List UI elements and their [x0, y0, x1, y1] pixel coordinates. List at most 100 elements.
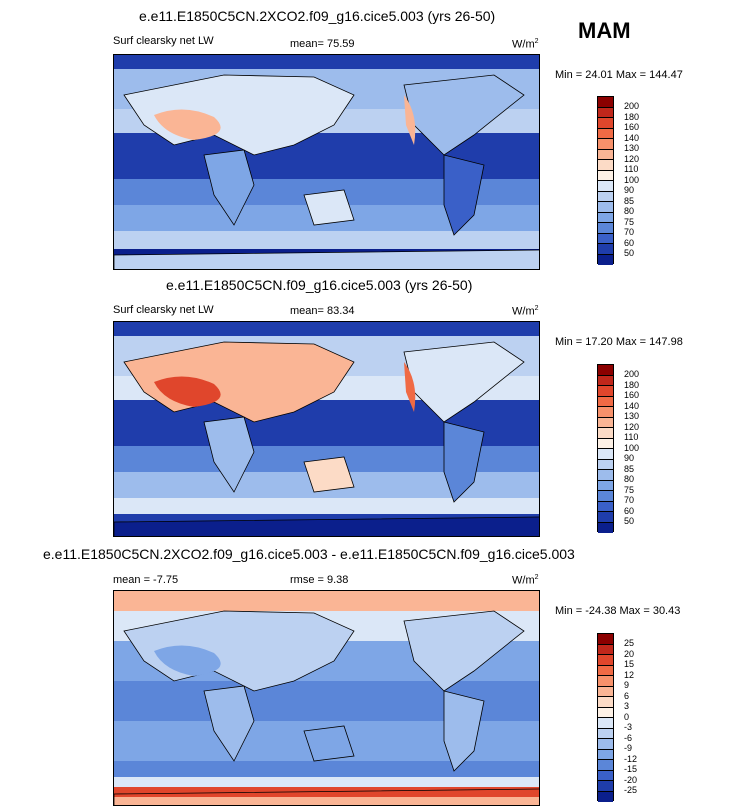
colorbar-tick-label: 200	[624, 101, 640, 111]
colorbar-swatch	[598, 428, 613, 439]
colorbar-swatch	[598, 202, 613, 213]
colorbar-tick-label: 60	[624, 505, 635, 516]
colorbar-swatch	[598, 760, 613, 771]
panel-2-map	[113, 321, 540, 537]
panel-3-map	[113, 590, 540, 806]
colorbar-tick-label: 90	[624, 453, 635, 463]
colorbar-tick-label: 0	[624, 711, 630, 722]
colorbar-swatch	[598, 223, 613, 234]
panel-1-mean-label: mean= 75.59	[290, 38, 355, 50]
colorbar-swatch	[598, 718, 613, 729]
panel-1-minmax: Min = 24.01 Max = 144.47	[555, 69, 683, 81]
colorbar-swatch	[598, 655, 613, 666]
colorbar-swatch	[598, 644, 613, 655]
colorbar-tick-label: 80	[624, 206, 635, 216]
colorbar-tick-label: 75	[624, 484, 635, 495]
colorbar-tick-label: 160	[624, 122, 640, 132]
colorbar-swatch	[598, 739, 613, 750]
colorbar-swatch	[598, 107, 613, 118]
season-label: MAM	[578, 18, 631, 43]
colorbar-tick-label: 70	[624, 495, 635, 505]
colorbar-tick-label: 85	[624, 463, 635, 474]
panel-2-minmax: Min = 17.20 Max = 147.98	[555, 336, 683, 348]
panel-3-mean-label: mean = -7.75	[113, 574, 179, 586]
colorbar-swatch	[598, 749, 613, 760]
colorbar-swatch	[598, 254, 613, 265]
colorbar-tick-label: -15	[624, 764, 638, 774]
colorbar-swatch	[598, 212, 613, 223]
panel-1-colorbar	[597, 96, 614, 265]
panel-3-rmse-label: rmse = 9.38	[290, 574, 349, 586]
colorbar-swatch	[598, 676, 613, 687]
colorbar-swatch	[598, 181, 613, 192]
colorbar-tick-label: -9	[624, 743, 633, 753]
panel-1-map	[113, 54, 540, 270]
colorbar-tick-label: 140	[624, 132, 640, 143]
colorbar-tick-label: 3	[624, 701, 630, 711]
colorbar-tick-label: -6	[624, 732, 633, 743]
colorbar-swatch	[598, 665, 613, 676]
colorbar-tick-label: 120	[624, 421, 640, 432]
colorbar-swatch	[598, 417, 613, 428]
colorbar-swatch	[598, 128, 613, 139]
colorbar-swatch	[598, 634, 613, 645]
colorbar-swatch	[598, 139, 613, 150]
colorbar-swatch	[598, 396, 613, 407]
panel-1-title: e.e11.E1850C5CN.2XCO2.f09_g16.cice5.003 …	[139, 8, 496, 24]
colorbar-tick-label: -12	[624, 753, 638, 764]
colorbar-swatch	[598, 233, 613, 244]
colorbar-tick-label: 75	[624, 216, 635, 227]
panel-3-colorbar	[597, 633, 614, 802]
colorbar-tick-label: -25	[624, 785, 638, 795]
panel-2-variable-label: Surf clearsky net LW	[113, 304, 214, 316]
colorbar-tick-label: 50	[624, 248, 635, 258]
colorbar-swatch	[598, 118, 613, 129]
colorbar-swatch	[598, 686, 613, 697]
colorbar-swatch	[598, 470, 613, 481]
colorbar-tick-label: 85	[624, 195, 635, 206]
colorbar-swatch	[598, 791, 613, 802]
colorbar-tick-label: 100	[624, 174, 640, 185]
panel-1-variable-label: Surf clearsky net LW	[113, 35, 214, 47]
colorbar-swatch	[598, 407, 613, 418]
colorbar-swatch	[598, 480, 613, 491]
colorbar-tick-label: -20	[624, 774, 638, 785]
colorbar-tick-label: 9	[624, 680, 630, 690]
colorbar-swatch	[598, 386, 613, 397]
colorbar-tick-label: 130	[624, 411, 640, 421]
colorbar-swatch	[598, 512, 613, 523]
colorbar-tick-label: 20	[624, 648, 635, 659]
colorbar-tick-label: 60	[624, 237, 635, 248]
colorbar-tick-label: 90	[624, 185, 635, 195]
panel-2-colorbar	[597, 364, 614, 533]
colorbar-tick-label: 100	[624, 442, 640, 453]
colorbar-swatch	[598, 501, 613, 512]
colorbar-tick-label: 120	[624, 153, 640, 164]
colorbar-tick-label: 50	[624, 516, 635, 526]
colorbar-swatch	[598, 459, 613, 470]
colorbar-swatch	[598, 365, 613, 376]
colorbar-tick-label: 110	[624, 164, 639, 174]
colorbar-tick-label: 15	[624, 659, 635, 669]
colorbar-tick-label: 140	[624, 400, 640, 411]
colorbar-swatch	[598, 781, 613, 792]
colorbar-tick-label: 130	[624, 143, 640, 153]
colorbar-tick-label: -3	[624, 722, 633, 732]
colorbar-swatch	[598, 149, 613, 160]
panel-3-title: e.e11.E1850C5CN.2XCO2.f09_g16.cice5.003 …	[43, 546, 575, 562]
colorbar-swatch	[598, 438, 613, 449]
colorbar-swatch	[598, 375, 613, 386]
panel-2-units: W/m2	[512, 305, 539, 318]
colorbar-tick-label: 110	[624, 432, 639, 442]
colorbar-swatch	[598, 449, 613, 460]
colorbar-swatch	[598, 97, 613, 108]
panel-1-units: W/m2	[512, 38, 539, 51]
colorbar-swatch	[598, 522, 613, 533]
colorbar-swatch	[598, 697, 613, 708]
panel-2-mean-label: mean= 83.34	[290, 305, 355, 317]
colorbar-tick-label: 180	[624, 111, 640, 122]
colorbar-swatch	[598, 491, 613, 502]
colorbar-swatch	[598, 170, 613, 181]
colorbar-tick-label: 180	[624, 379, 640, 390]
colorbar-tick-label: 6	[624, 690, 630, 701]
